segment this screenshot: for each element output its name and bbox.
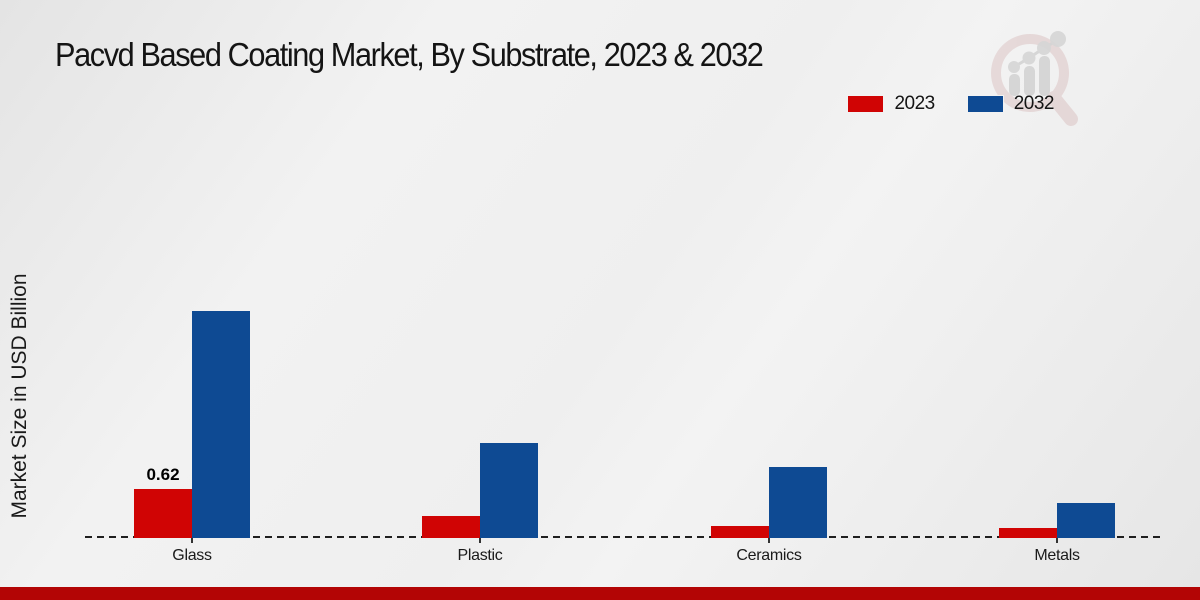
legend-swatch-2023	[847, 95, 885, 113]
x-axis-dashed-line	[85, 536, 1163, 539]
legend-swatch-2032	[966, 95, 1004, 113]
category-label-ceramics: Ceramics	[736, 547, 802, 564]
bar-2023-glass	[134, 489, 192, 538]
category-label-glass: Glass	[172, 547, 212, 564]
legend-item-2023: 2023	[847, 93, 935, 115]
category-label-metals: Metals	[1034, 547, 1080, 564]
legend-label-2023: 2023	[894, 93, 935, 114]
x-axis-tick	[1056, 538, 1058, 543]
x-axis-tick	[479, 538, 481, 543]
bar-2023-ceramics	[711, 526, 769, 538]
bar-2032-ceramics	[769, 467, 827, 538]
legend: 2023 2032	[847, 93, 1055, 115]
bar-2032-glass	[192, 311, 250, 538]
x-axis-tick	[768, 538, 770, 543]
footer-accent-bar	[0, 587, 1200, 600]
chart-title: Pacvd Based Coating Market, By Substrate…	[55, 36, 764, 73]
magnifier-bar-chart-logo-icon	[991, 31, 1078, 126]
bar-2032-metals	[1057, 503, 1115, 538]
bar-value-label-glass-2023: 0.62	[146, 464, 180, 484]
x-axis-tick	[191, 538, 193, 543]
legend-label-2032: 2032	[1013, 93, 1055, 114]
bar-2023-plastic	[422, 516, 480, 538]
category-label-plastic: Plastic	[457, 547, 503, 564]
legend-item-2032: 2032	[966, 93, 1055, 115]
bar-2032-plastic	[480, 443, 538, 538]
bar-2023-metals	[999, 528, 1057, 538]
